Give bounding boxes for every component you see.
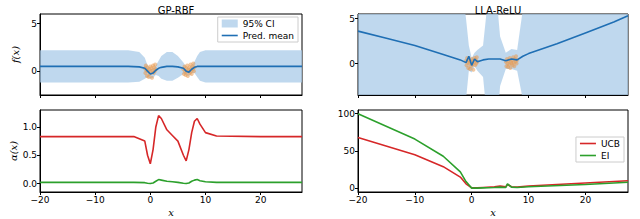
svg-text:20: 20 <box>580 195 592 205</box>
svg-text:10: 10 <box>523 195 535 205</box>
svg-text:−20: −20 <box>349 195 368 205</box>
svg-text:x: x <box>168 207 174 218</box>
svg-text:GP-RBF: GP-RBF <box>158 5 195 16</box>
svg-text:−20: −20 <box>31 195 50 205</box>
svg-text:0: 0 <box>349 183 355 193</box>
svg-text:0: 0 <box>469 195 475 205</box>
svg-text:0.0: 0.0 <box>23 179 38 189</box>
svg-text:Pred. mean: Pred. mean <box>243 31 294 41</box>
svg-text:20: 20 <box>255 195 267 205</box>
svg-text:5: 5 <box>349 14 355 24</box>
svg-text:100: 100 <box>338 109 355 119</box>
svg-text:50: 50 <box>344 146 356 156</box>
svg-text:1.0: 1.0 <box>23 122 38 132</box>
svg-text:0.5: 0.5 <box>23 150 37 160</box>
svg-text:0: 0 <box>147 195 153 205</box>
svg-text:α(x): α(x) <box>8 141 19 161</box>
svg-text:0: 0 <box>349 59 355 69</box>
svg-text:EI: EI <box>601 151 609 161</box>
svg-text:f(x): f(x) <box>10 46 21 64</box>
svg-text:UCB: UCB <box>601 139 620 149</box>
svg-text:LLA-ReLU: LLA-ReLU <box>475 5 522 16</box>
svg-text:95% CI: 95% CI <box>243 19 275 29</box>
svg-text:−10: −10 <box>86 195 105 205</box>
svg-text:10: 10 <box>200 195 212 205</box>
svg-text:−10: −10 <box>405 195 424 205</box>
svg-text:5: 5 <box>31 19 37 29</box>
svg-text:x: x <box>490 207 496 218</box>
svg-text:0: 0 <box>31 66 37 76</box>
